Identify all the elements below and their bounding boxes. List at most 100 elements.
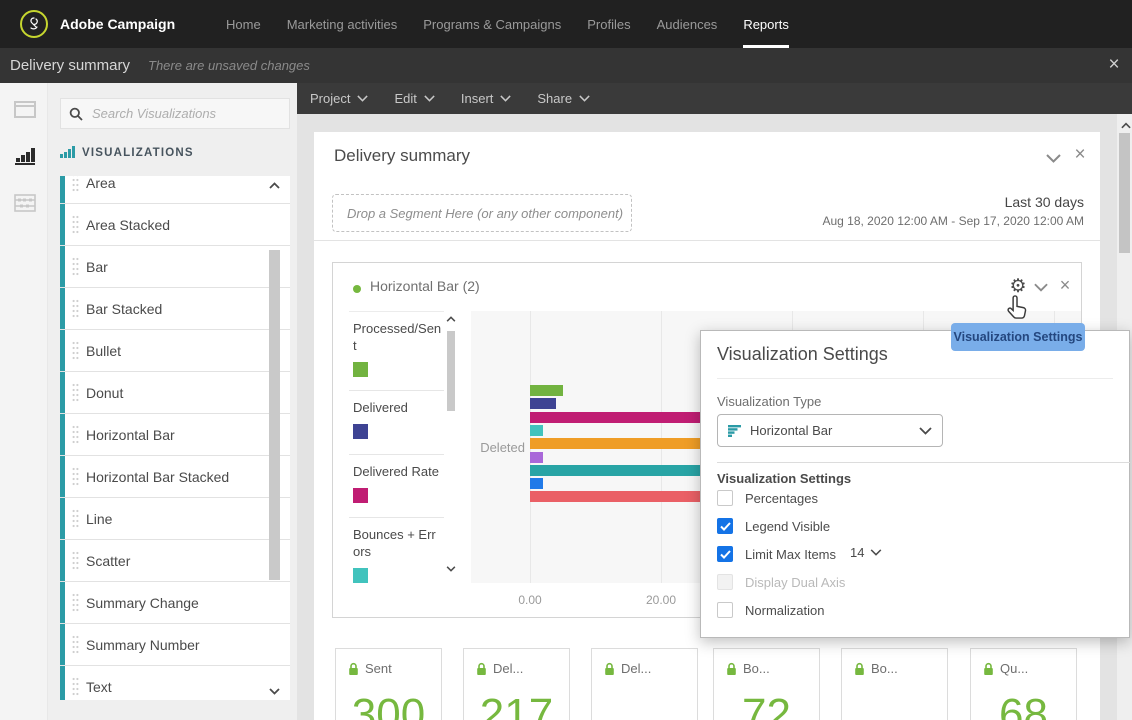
drag-handle-icon[interactable] (72, 676, 79, 698)
viz-item-summary-number[interactable]: Summary Number (60, 624, 290, 666)
bar-series-5[interactable] (530, 438, 727, 449)
list-scrollbar-thumb[interactable] (269, 250, 280, 580)
panels-icon[interactable] (12, 96, 38, 122)
summary-card[interactable]: Del... 217 (463, 648, 570, 720)
lock-icon (477, 662, 486, 675)
viz-item-text[interactable]: Text (60, 666, 290, 700)
checkbox[interactable] (717, 546, 733, 562)
item-accent-bar (60, 666, 65, 700)
bar-series-6[interactable] (530, 452, 543, 463)
viz-item-horizontal-bar[interactable]: Horizontal Bar (60, 414, 290, 456)
option-legend-visible[interactable]: Legend Visible (717, 516, 830, 536)
legend-swatch (353, 424, 368, 439)
widget-close-icon[interactable]: × (1059, 274, 1071, 295)
drag-handle-icon[interactable] (72, 298, 79, 320)
viz-item-label: Bullet (86, 342, 122, 359)
bar-series-4[interactable] (530, 425, 543, 436)
menu-edit[interactable]: Edit (394, 91, 435, 106)
nav-item-profiles[interactable]: Profiles (587, 16, 631, 32)
viz-item-bar[interactable]: Bar (60, 246, 290, 288)
bar-series-3[interactable] (530, 412, 727, 423)
bar-series-7[interactable] (530, 465, 727, 476)
item-accent-bar (60, 330, 65, 371)
bar-series-9[interactable] (530, 491, 727, 502)
search-box[interactable] (60, 98, 290, 129)
checkbox[interactable] (717, 490, 733, 506)
date-range-picker[interactable]: Last 30 days Aug 18, 2020 12:00 AM - Sep… (822, 194, 1084, 228)
menu-share[interactable]: Share (537, 91, 590, 106)
legend-item[interactable]: Delivered (349, 391, 444, 455)
summary-card[interactable]: Qu... 68 (970, 648, 1077, 720)
limit-max-items-select[interactable]: 14 (850, 545, 882, 560)
viz-item-bullet[interactable]: Bullet (60, 330, 290, 372)
legend-scroll-down-icon[interactable] (445, 563, 457, 575)
list-scroll-up-icon[interactable] (267, 178, 281, 192)
menu-project[interactable]: Project (310, 91, 369, 106)
legend-scroll-up-icon[interactable] (445, 313, 457, 325)
option-percentages[interactable]: Percentages (717, 488, 818, 508)
page-scroll-up-icon[interactable] (1119, 118, 1132, 132)
menu-insert[interactable]: Insert (461, 91, 512, 106)
option-normalization[interactable]: Normalization (717, 600, 824, 620)
visualizations-icon[interactable] (12, 143, 38, 169)
x-axis-tick: 20.00 (645, 593, 677, 607)
drag-handle-icon[interactable] (72, 340, 79, 362)
drag-handle-icon[interactable] (72, 634, 79, 656)
nav-item-audiences[interactable]: Audiences (656, 16, 718, 32)
gear-icon[interactable]: ⚙ (1009, 275, 1027, 297)
adobe-campaign-logo-icon[interactable] (20, 10, 48, 38)
segment-dropzone[interactable]: Drop a Segment Here (or any other compon… (332, 194, 632, 232)
drag-handle-icon[interactable] (72, 466, 79, 488)
bar-series-2[interactable] (530, 398, 556, 409)
nav-item-reports[interactable]: Reports (743, 0, 789, 48)
drag-handle-icon[interactable] (72, 176, 79, 194)
viz-item-scatter[interactable]: Scatter (60, 540, 290, 582)
summary-card[interactable]: Bo... (841, 648, 948, 720)
mouse-cursor-hand (1006, 294, 1029, 325)
components-abacus-icon[interactable] (12, 190, 38, 216)
drag-handle-icon[interactable] (72, 214, 79, 236)
drag-handle-icon[interactable] (72, 424, 79, 446)
summary-card-value: 300 (351, 690, 426, 720)
search-input[interactable] (90, 105, 270, 122)
drag-handle-icon[interactable] (72, 382, 79, 404)
item-accent-bar (60, 176, 65, 203)
drag-handle-icon[interactable] (72, 550, 79, 572)
menu-label: Project (310, 91, 351, 106)
checkbox[interactable] (717, 602, 733, 618)
legend-item[interactable]: Delivered Rate (349, 455, 444, 518)
legend-item[interactable]: Processed/Sent (349, 312, 444, 391)
viz-item-summary-change[interactable]: Summary Change (60, 582, 290, 624)
summary-card[interactable]: Del... (591, 648, 698, 720)
viz-item-area-stacked[interactable]: Area Stacked (60, 204, 290, 246)
list-scroll-down-icon[interactable] (267, 684, 281, 698)
summary-card[interactable]: Bo... 72 (713, 648, 820, 720)
limit-value: 14 (850, 545, 865, 560)
option-limit-max-items[interactable]: Limit Max Items (717, 544, 836, 564)
widget-collapse-icon[interactable] (1032, 280, 1050, 294)
panel-collapse-icon[interactable] (1044, 149, 1062, 167)
panel-title: Delivery summary (334, 146, 471, 165)
viz-item-area[interactable]: Area (60, 176, 290, 204)
summary-card[interactable]: Sent 300 (335, 648, 442, 720)
nav-item-programs-campaigns[interactable]: Programs & Campaigns (423, 16, 562, 32)
drag-handle-icon[interactable] (72, 508, 79, 530)
viz-item-line[interactable]: Line (60, 498, 290, 540)
visualization-type-select[interactable]: Horizontal Bar (717, 414, 943, 447)
nav-item-marketing-activities[interactable]: Marketing activities (286, 16, 398, 32)
close-document-icon[interactable]: × (1108, 54, 1120, 75)
bar-series-1[interactable] (530, 385, 563, 396)
page-scrollbar-thumb[interactable] (1119, 133, 1130, 253)
bar-series-8[interactable] (530, 478, 543, 489)
nav-item-home[interactable]: Home (226, 16, 261, 32)
legend-scrollbar-thumb[interactable] (447, 331, 455, 411)
legend-item[interactable]: Bounces + Errors (349, 518, 444, 583)
panel-close-icon[interactable]: × (1074, 144, 1086, 165)
drag-handle-icon[interactable] (72, 256, 79, 278)
viz-item-horizontal-bar-stacked[interactable]: Horizontal Bar Stacked (60, 456, 290, 498)
horizontal-bar-icon (728, 424, 741, 437)
drag-handle-icon[interactable] (72, 592, 79, 614)
viz-item-bar-stacked[interactable]: Bar Stacked (60, 288, 290, 330)
viz-item-donut[interactable]: Donut (60, 372, 290, 414)
checkbox[interactable] (717, 518, 733, 534)
